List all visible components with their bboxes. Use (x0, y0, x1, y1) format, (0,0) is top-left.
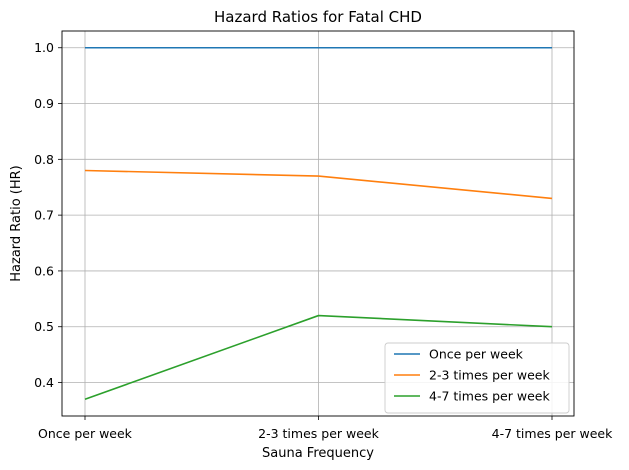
y-tick-label: 0.4 (34, 375, 54, 390)
y-tick-label: 0.7 (34, 208, 54, 223)
y-tick-label: 0.5 (34, 319, 54, 334)
y-tick-label: 1.0 (34, 40, 54, 55)
x-axis-label: Sauna Frequency (262, 446, 374, 461)
legend-entry: 4-7 times per week (429, 389, 550, 404)
series-layer (84, 46, 553, 401)
plot-frame (61, 30, 575, 417)
y-tick-label: 0.9 (34, 96, 54, 111)
legend: Once per week 2-3 times per week 4-7 times… (384, 342, 570, 414)
chart-title: Hazard Ratios for Fatal CHD (214, 8, 422, 26)
legend-entry: Once per week (429, 347, 524, 362)
x-tick-label: 2-3 times per week (258, 426, 379, 441)
legend-entry: 2-3 times per week (429, 368, 550, 383)
legend-box (384, 342, 570, 414)
y-axis-label: Hazard Ratio (HR) (9, 165, 24, 282)
y-axis-ticks: 0.4 0.5 0.6 0.7 0.8 0.9 1.0 (34, 40, 62, 390)
y-tick-label: 0.6 (34, 263, 54, 278)
x-tick-label: 4-7 times per week (492, 426, 613, 441)
x-tick-label: Once per week (38, 426, 133, 441)
x-axis-ticks: Once per week 2-3 times per week 4-7 times… (38, 416, 613, 441)
y-tick-label: 0.8 (34, 152, 54, 167)
